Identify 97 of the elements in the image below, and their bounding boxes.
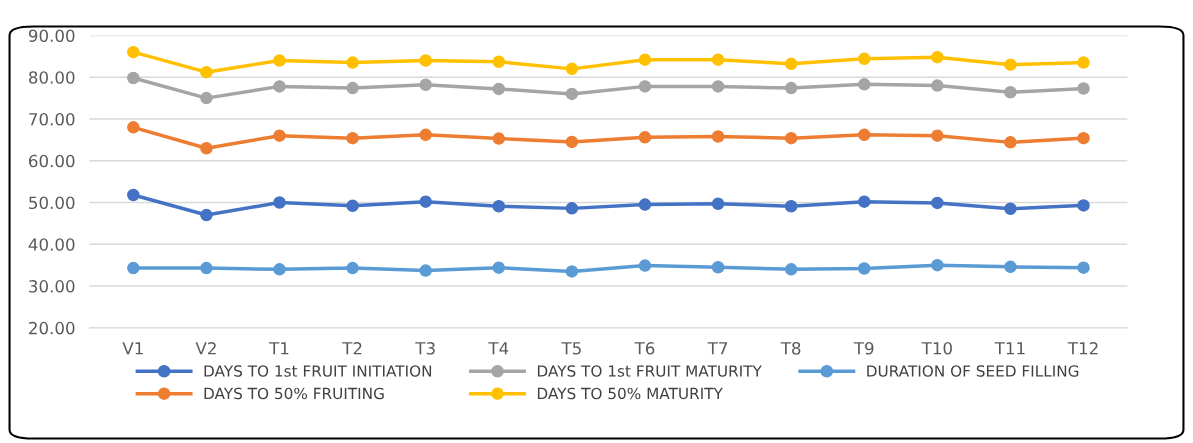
point — [1077, 56, 1090, 69]
y-tick-label: 90.00 — [28, 29, 75, 43]
point — [638, 198, 652, 211]
point — [1077, 131, 1090, 145]
point — [492, 261, 506, 274]
point — [931, 196, 944, 210]
point — [858, 262, 871, 275]
legend-label: DURATION OF SEED FILLING — [867, 365, 1079, 377]
point — [784, 263, 798, 276]
x-tick-label: T7 — [707, 342, 728, 355]
x-tick-label: T12 — [1067, 342, 1098, 355]
point — [565, 135, 579, 149]
point — [492, 200, 506, 213]
x-tick-label: T11 — [994, 342, 1025, 355]
point — [1077, 82, 1090, 95]
point — [127, 45, 140, 59]
legend-label: DAYS TO 50% MATURITY — [537, 387, 723, 400]
y-tick-label: 80.00 — [29, 71, 75, 84]
point — [858, 52, 871, 66]
x-tick-label: T1 — [269, 342, 289, 355]
y-tick-label: 60.00 — [29, 154, 75, 168]
y-tick-label: 40.00 — [28, 238, 75, 251]
point — [565, 87, 579, 101]
point — [711, 197, 725, 211]
point — [346, 81, 359, 95]
point — [127, 261, 140, 275]
point — [711, 53, 725, 66]
point — [1004, 58, 1017, 71]
legend-label: DAYS TO 1st FRUIT MATURITY — [537, 365, 762, 377]
point — [273, 196, 286, 209]
point — [784, 57, 798, 71]
point — [419, 195, 432, 208]
legend-label: DAYS TO 1st FRUIT INITIATION — [204, 365, 432, 377]
point — [858, 128, 871, 142]
point — [1004, 202, 1017, 216]
x-tick-label: T8 — [780, 342, 801, 355]
point — [931, 129, 944, 142]
point — [1004, 136, 1017, 149]
point — [638, 80, 652, 93]
point — [346, 199, 359, 213]
x-tick-label: T5 — [561, 342, 581, 355]
point — [273, 54, 286, 67]
point — [638, 53, 652, 66]
point — [127, 188, 140, 202]
y-tick-label: 50.00 — [29, 196, 75, 210]
point — [200, 261, 213, 275]
point — [858, 78, 871, 91]
point — [200, 208, 213, 222]
x-tick-label: V1 — [122, 342, 143, 355]
point — [492, 132, 506, 145]
point — [784, 200, 798, 213]
point — [127, 71, 140, 85]
point — [346, 56, 359, 69]
x-tick-label: T6 — [634, 342, 655, 355]
x-tick-label: T9 — [853, 342, 874, 355]
point — [565, 62, 579, 76]
point — [200, 65, 213, 79]
point — [419, 264, 432, 277]
x-tick-label: T3 — [415, 342, 435, 355]
point — [931, 258, 944, 272]
point — [200, 141, 213, 155]
point — [492, 82, 506, 96]
point — [638, 131, 652, 144]
point — [1004, 260, 1017, 274]
point — [346, 131, 359, 145]
point — [931, 50, 944, 64]
point — [711, 130, 725, 143]
point — [931, 79, 944, 92]
point — [419, 128, 432, 142]
point — [565, 265, 579, 278]
x-tick-label: T4 — [488, 342, 509, 355]
point — [492, 55, 506, 69]
point — [273, 129, 286, 142]
point — [711, 80, 725, 93]
point — [127, 121, 140, 134]
point — [273, 263, 286, 276]
legend-label: DAYS TO 50% FRUITING — [204, 387, 384, 400]
point — [419, 54, 432, 67]
y-tick-label: 20.00 — [29, 321, 75, 335]
x-tick-label: T2 — [342, 342, 362, 355]
point — [1004, 85, 1017, 99]
point — [273, 80, 286, 93]
y-tick-label: 30.00 — [29, 280, 75, 293]
point — [200, 91, 213, 105]
point — [784, 131, 798, 145]
point — [858, 195, 871, 208]
point — [638, 259, 652, 272]
x-tick-label: V2 — [195, 342, 216, 355]
point — [711, 261, 725, 274]
point — [565, 202, 579, 215]
y-tick-label: 70.00 — [29, 112, 75, 126]
point — [1077, 199, 1090, 212]
point — [346, 261, 359, 275]
x-tick-label: T10 — [921, 342, 952, 355]
point — [784, 81, 798, 95]
point — [1077, 261, 1090, 274]
point — [419, 78, 432, 91]
